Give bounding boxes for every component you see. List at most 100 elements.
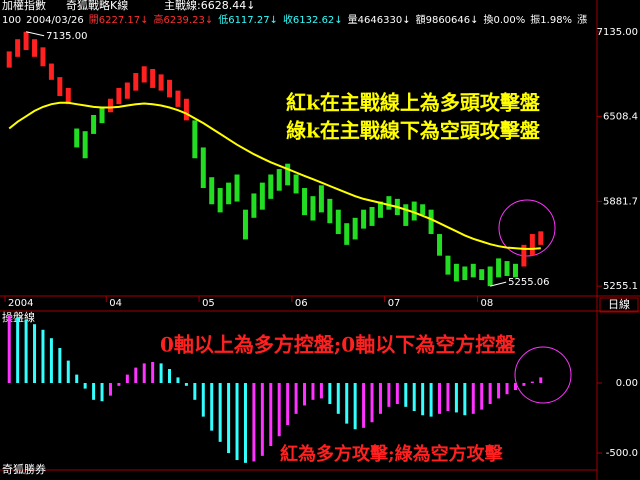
x-tick-label: 06 xyxy=(295,298,308,309)
osc-bar xyxy=(471,383,475,414)
osc-bar xyxy=(513,383,517,391)
osc-bar xyxy=(277,383,281,437)
candle xyxy=(521,244,527,267)
candle xyxy=(175,90,181,107)
candle xyxy=(538,231,544,245)
osc-bar xyxy=(7,315,11,384)
header-field: 漲 xyxy=(577,14,587,26)
candle xyxy=(200,147,206,189)
candle xyxy=(74,128,80,148)
y-tick-label: 6508.4 xyxy=(603,112,638,123)
candle xyxy=(445,255,451,275)
osc-bar xyxy=(134,367,138,384)
osc-bar xyxy=(142,363,146,384)
candle xyxy=(158,74,164,91)
osc-bar xyxy=(303,383,307,406)
header-field: 收6132.62↓ xyxy=(283,13,343,26)
osc-bar xyxy=(345,383,349,424)
candle xyxy=(226,182,232,205)
candle xyxy=(242,209,248,240)
osc-bar xyxy=(370,383,374,423)
osc-bar xyxy=(193,383,197,400)
candle xyxy=(428,209,434,235)
high-label: 7135.00 xyxy=(46,31,87,42)
candle xyxy=(276,169,282,191)
osc-bar xyxy=(480,383,484,410)
header-field: 低6117.27↓ xyxy=(218,13,278,26)
candle xyxy=(403,204,409,226)
candle xyxy=(192,120,198,159)
osc-bar xyxy=(184,383,188,386)
highlight-circle xyxy=(498,199,556,257)
candle xyxy=(124,82,130,99)
period-box xyxy=(599,297,639,313)
header-field: 振1.98% xyxy=(530,13,572,26)
header-line2: 100 2004/03/26 開6227.17↓ 高6239.23↓ 低6117.27↓… xyxy=(2,13,587,26)
footer: 奇狐勝券 xyxy=(2,462,46,476)
candle xyxy=(293,174,299,194)
candle xyxy=(411,201,417,221)
osc-bar xyxy=(260,383,264,456)
annotation: 紅為多方攻擊;綠為空方攻擊 xyxy=(280,443,504,465)
osc-bar xyxy=(33,324,37,384)
header-field: 100 xyxy=(2,15,21,26)
osc-bar xyxy=(83,383,87,389)
osc-bar xyxy=(243,383,247,463)
candle xyxy=(234,174,240,202)
candle xyxy=(318,185,324,213)
candle xyxy=(48,63,54,80)
candle xyxy=(487,266,493,287)
candle xyxy=(116,87,122,105)
osc-bar xyxy=(463,383,467,416)
osc-bar xyxy=(75,374,79,384)
candle xyxy=(437,234,443,256)
osc-bar xyxy=(362,383,366,428)
low-label: 5255.06 xyxy=(508,277,549,288)
osc-bar xyxy=(522,383,526,386)
candle xyxy=(302,188,308,216)
osc-bar xyxy=(319,383,323,399)
x-tick-label: 04 xyxy=(109,298,122,309)
candle xyxy=(504,261,510,276)
osc-bar xyxy=(497,383,501,399)
ma-line xyxy=(8,101,541,250)
candle xyxy=(310,196,316,221)
candle xyxy=(327,198,333,224)
candle xyxy=(352,217,358,240)
osc-bar xyxy=(41,329,45,384)
highlight-circle xyxy=(514,346,572,404)
header-field: 2004/03/26 xyxy=(26,15,84,26)
osc-bar xyxy=(404,383,408,407)
candle xyxy=(386,196,392,210)
osc-bar xyxy=(16,317,20,384)
candle xyxy=(344,223,350,245)
osc-bar xyxy=(446,383,450,412)
y-tick-label: 5881.7 xyxy=(603,196,638,207)
osc-bar xyxy=(454,383,458,413)
osc-bar xyxy=(328,383,332,405)
osc-bar xyxy=(159,363,163,384)
header-ma: 主戰線:6628.44↓ xyxy=(164,0,255,12)
candle xyxy=(32,39,38,57)
osc-bar xyxy=(24,319,28,384)
candle xyxy=(369,206,375,226)
candle xyxy=(470,263,476,278)
osc-bar xyxy=(227,383,231,454)
candle xyxy=(15,39,21,57)
osc-bar xyxy=(311,383,315,400)
osc-bar xyxy=(269,383,273,447)
x-tick-label: 2004 xyxy=(8,298,33,309)
candle xyxy=(285,163,291,186)
candle xyxy=(6,51,12,68)
osc-bar xyxy=(387,383,391,407)
candle xyxy=(268,174,274,199)
candle xyxy=(529,234,535,256)
x-tick-label: 05 xyxy=(202,298,215,309)
osc-bar xyxy=(378,383,382,414)
candle xyxy=(479,269,485,281)
candle xyxy=(183,98,189,121)
osc-bar xyxy=(201,383,205,417)
candle xyxy=(209,177,215,205)
